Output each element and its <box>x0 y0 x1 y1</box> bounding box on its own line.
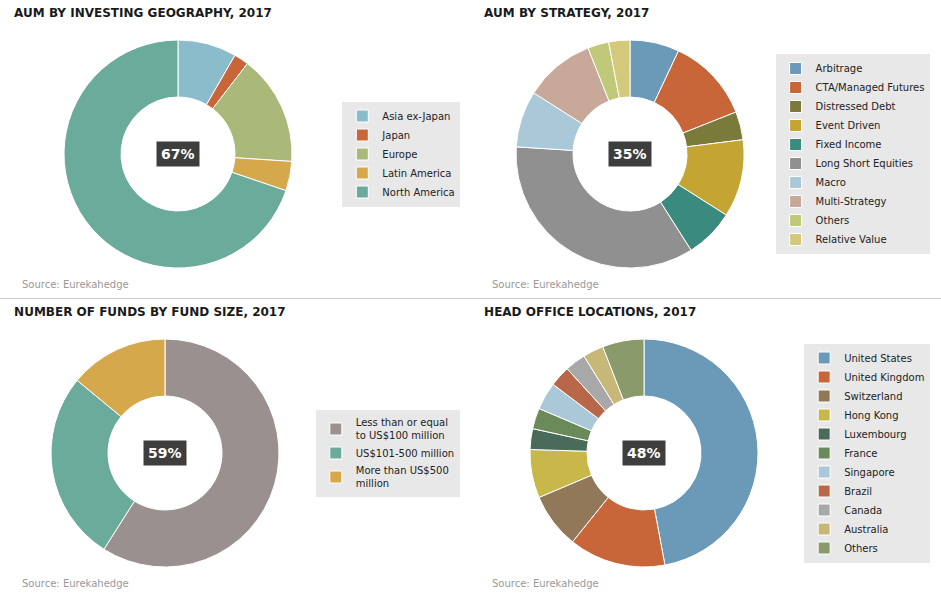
svg-text:35%: 35% <box>613 146 647 162</box>
svg-text:67%: 67% <box>161 146 195 162</box>
svg-text:United States: United States <box>844 353 912 364</box>
svg-text:Brazil: Brazil <box>844 486 872 497</box>
svg-text:More than US$500million: More than US$500million <box>356 465 449 489</box>
svg-text:Europe: Europe <box>382 149 417 160</box>
svg-text:US$101-500 million: US$101-500 million <box>356 448 454 459</box>
svg-text:United Kingdom: United Kingdom <box>844 372 924 383</box>
svg-text:Others: Others <box>816 215 850 226</box>
svg-text:HEAD OFFICE LOCATIONS, 2017: HEAD OFFICE LOCATIONS, 2017 <box>484 305 696 319</box>
svg-text:Singapore: Singapore <box>844 467 894 478</box>
svg-text:France: France <box>844 448 877 459</box>
svg-text:Asia ex-Japan: Asia ex-Japan <box>382 111 450 122</box>
svg-text:Macro: Macro <box>816 177 846 188</box>
svg-text:Source: Eurekahedge: Source: Eurekahedge <box>22 279 129 290</box>
svg-text:Source: Eurekahedge: Source: Eurekahedge <box>492 578 599 589</box>
svg-text:Latin America: Latin America <box>382 168 451 179</box>
svg-text:CTA/Managed Futures: CTA/Managed Futures <box>816 82 925 93</box>
svg-text:59%: 59% <box>148 445 182 461</box>
svg-text:Source: Eurekahedge: Source: Eurekahedge <box>22 578 129 589</box>
svg-text:48%: 48% <box>627 445 661 461</box>
svg-text:Multi-Strategy: Multi-Strategy <box>816 196 887 207</box>
svg-text:AUM BY INVESTING GEOGRAPHY, 20: AUM BY INVESTING GEOGRAPHY, 2017 <box>14 6 272 20</box>
svg-text:North America: North America <box>382 187 454 198</box>
svg-text:Less than or equalto US$100 mi: Less than or equalto US$100 million <box>356 417 448 441</box>
svg-text:Hong Kong: Hong Kong <box>844 410 898 421</box>
svg-text:Fixed Income: Fixed Income <box>816 139 882 150</box>
svg-text:Source: Eurekahedge: Source: Eurekahedge <box>492 279 599 290</box>
svg-text:Canada: Canada <box>844 505 882 516</box>
svg-text:Others: Others <box>844 543 878 554</box>
svg-text:Arbitrage: Arbitrage <box>816 63 863 74</box>
svg-text:Distressed Debt: Distressed Debt <box>816 101 896 112</box>
svg-text:Long Short Equities: Long Short Equities <box>816 158 913 169</box>
svg-text:Japan: Japan <box>381 130 410 141</box>
svg-text:AUM BY STRATEGY, 2017: AUM BY STRATEGY, 2017 <box>484 6 649 20</box>
svg-text:Switzerland: Switzerland <box>844 391 902 402</box>
svg-text:NUMBER OF FUNDS BY FUND SIZE,: NUMBER OF FUNDS BY FUND SIZE, 2017 <box>14 305 285 319</box>
svg-text:Luxembourg: Luxembourg <box>844 429 906 440</box>
svg-text:Relative Value: Relative Value <box>816 234 887 245</box>
svg-text:Event Driven: Event Driven <box>816 120 881 131</box>
svg-text:Australia: Australia <box>844 524 888 535</box>
